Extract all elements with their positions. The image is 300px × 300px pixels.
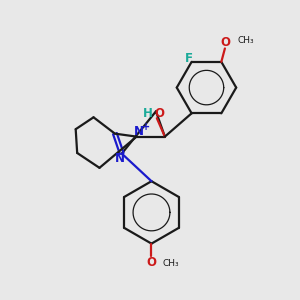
Text: O: O bbox=[155, 107, 165, 120]
Text: +: + bbox=[142, 122, 150, 132]
Text: F: F bbox=[184, 52, 193, 65]
Text: ·: · bbox=[153, 107, 157, 121]
Text: CH₃: CH₃ bbox=[237, 36, 254, 45]
Text: CH₃: CH₃ bbox=[163, 259, 179, 268]
Text: O: O bbox=[220, 36, 230, 49]
Text: N: N bbox=[134, 125, 144, 138]
Text: H: H bbox=[143, 107, 153, 120]
Text: N: N bbox=[115, 152, 125, 165]
Text: O: O bbox=[146, 256, 157, 268]
